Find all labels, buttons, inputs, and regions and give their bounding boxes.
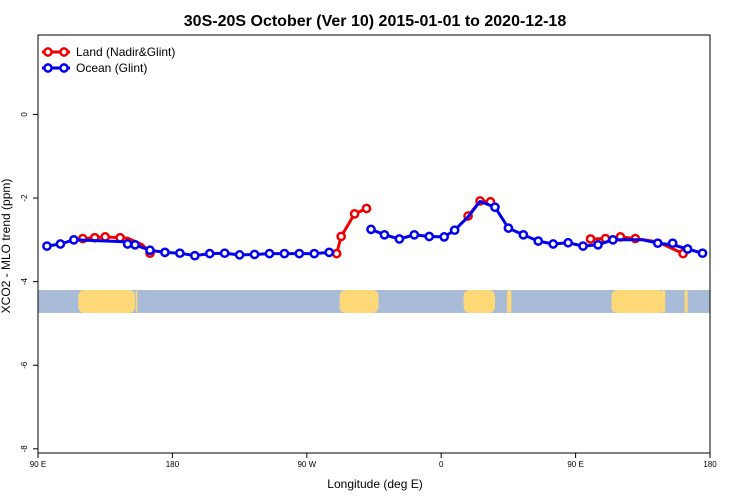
data-point [160, 247, 170, 258]
map-strip [38, 289, 710, 313]
series-line [335, 207, 368, 256]
x-tick-label: 90 E [567, 460, 583, 469]
map-land [135, 289, 138, 313]
legend-marker [43, 63, 53, 73]
data-point [122, 239, 133, 249]
x-tick-label: 180 [703, 460, 717, 469]
data-point [439, 232, 450, 242]
x-axis-label: Longitude (deg E) [327, 477, 422, 491]
data-point [324, 247, 335, 258]
data-point [336, 231, 346, 242]
data-point [449, 225, 460, 236]
y-tick-label: -6 [20, 361, 29, 369]
map-land [506, 289, 512, 313]
y-tick-label: -4 [20, 278, 29, 286]
data-point [563, 237, 573, 248]
data-point [361, 203, 372, 214]
data-point [294, 248, 305, 259]
legend-marker [59, 63, 69, 73]
data-point [424, 231, 435, 242]
data-point [608, 234, 618, 245]
x-axis: 90 E 180 90 W 0 90 E 180 [30, 453, 717, 469]
data-point [503, 223, 514, 233]
map-land [684, 289, 688, 313]
data-point [585, 234, 596, 244]
data-point [379, 229, 390, 240]
data-point [175, 248, 185, 259]
legend-item: Ocean (Glint) [42, 61, 147, 75]
data-point [145, 245, 155, 256]
x-tick-label: 0 [439, 460, 444, 469]
data-point [309, 248, 320, 259]
y-tick-label: -2 [20, 194, 29, 202]
data-point [366, 224, 376, 235]
data-point [667, 238, 678, 249]
legend-label: Ocean (Glint) [76, 61, 147, 75]
data-point [68, 234, 79, 245]
y-tick-label: 0 [20, 112, 29, 117]
data-point [697, 248, 708, 259]
legend-item: Land (Nadir&Glint) [42, 45, 175, 59]
chart-title: 30S-20S October (Ver 10) 2015-01-01 to 2… [184, 13, 567, 30]
map-land [662, 289, 666, 313]
x-tick-label: 90 E [30, 460, 46, 469]
data-point [652, 238, 663, 249]
data-point [100, 232, 111, 242]
legend: Land (Nadir&Glint) Ocean (Glint) [42, 45, 175, 75]
data-point [682, 244, 693, 254]
data-point [548, 239, 559, 249]
series-ocean [42, 199, 708, 261]
map-land [78, 289, 136, 313]
y-tick-label: -8 [20, 445, 29, 453]
data-point [593, 239, 603, 250]
data-point [279, 248, 290, 259]
map-land [339, 289, 379, 313]
data-point [234, 250, 245, 260]
plot-frame [37, 34, 711, 454]
map-land [463, 289, 495, 313]
map-land [611, 289, 664, 313]
data-point [219, 248, 230, 259]
data-point [490, 202, 500, 213]
data-point [518, 229, 529, 240]
legend-label: Land (Nadir&Glint) [76, 45, 175, 59]
legend-marker [43, 47, 53, 57]
legend-marker [59, 47, 69, 57]
data-point [249, 249, 260, 260]
data-point [264, 248, 275, 259]
data-point [42, 241, 52, 251]
x-tick-label: 180 [166, 460, 180, 469]
y-axis-label: XCO2 - MLO trend (ppm) [0, 179, 13, 314]
data-point [533, 236, 544, 246]
data-point [55, 239, 66, 249]
data-point [130, 239, 140, 250]
data-point [409, 229, 420, 240]
plot-series [42, 196, 708, 261]
data-point [204, 248, 215, 259]
x-tick-label: 90 W [297, 460, 316, 469]
data-point [189, 250, 200, 261]
data-point [331, 248, 342, 259]
data-point [578, 241, 588, 251]
data-point [349, 209, 360, 219]
y-axis: 0 -2 -4 -6 -8 [20, 112, 38, 453]
data-point [394, 234, 405, 244]
